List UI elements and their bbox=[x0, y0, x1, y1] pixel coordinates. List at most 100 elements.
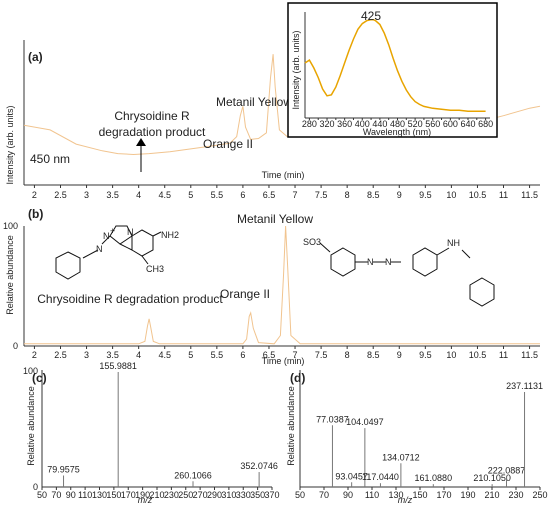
panel-a-xtick-label: 2.5 bbox=[54, 190, 67, 200]
panel-b-x-ticks: 2 2.5 3 3.5 4 4.5 5 5.5 6 6.5 7 7.5 8 8.5 9 9.5 10 10.5 11… bbox=[32, 346, 538, 360]
panel-d: (d) Relative abundance 50 70 90 110 130 150 17… bbox=[286, 370, 548, 505]
panel-d-xtick-label: 70 bbox=[319, 490, 329, 500]
panel-b-xtick-label: 7.5 bbox=[315, 350, 328, 360]
panel-c-xtick-label: 210 bbox=[149, 490, 164, 500]
annotation-450nm: 450 nm bbox=[30, 152, 70, 166]
panel-c-ytick-0: 0 bbox=[33, 482, 38, 492]
panel-c-xtick-label: 150 bbox=[106, 490, 121, 500]
panel-c-xtick-label: 350 bbox=[250, 490, 265, 500]
panel-a-xtick-label: 10.5 bbox=[469, 190, 487, 200]
panel-c-ylabel: Relative abundance bbox=[26, 386, 36, 466]
panel-d-xtick-label: 110 bbox=[365, 490, 379, 500]
panel-d-peak-label: 77.0387 bbox=[316, 414, 349, 424]
panel-a-xtick-label: 7 bbox=[293, 190, 298, 200]
panel-b-xtick-label: 4.5 bbox=[158, 350, 171, 360]
panel-a-xtick-label: 5 bbox=[188, 190, 193, 200]
panel-d-peak-label: 237.1131 bbox=[506, 381, 543, 391]
panel-c-xtick-label: 50 bbox=[37, 490, 47, 500]
panel-c-xtick-label: 250 bbox=[178, 490, 193, 500]
panel-a-xtick-label: 10 bbox=[446, 190, 456, 200]
panel-b-xtick-label: 4 bbox=[136, 350, 141, 360]
panel-a-xtick-label: 3 bbox=[84, 190, 89, 200]
panel-c-x-ticks: 50 70 90 110 130 150 170 190 210 230 250 270 290 310 3… bbox=[37, 487, 280, 500]
n-phenyl-bond bbox=[82, 249, 99, 259]
panel-d-peak-label: 93.0457 bbox=[335, 471, 368, 481]
panel-b-ytick-0: 0 bbox=[13, 341, 18, 351]
panel-a-xtick-label: 2 bbox=[32, 190, 37, 200]
panel-c-xtick-label: 310 bbox=[221, 490, 236, 500]
panel-c-ytick-100: 100 bbox=[23, 366, 38, 376]
panel-b-xtick-label: 9.5 bbox=[419, 350, 432, 360]
panel-d-x-ticks: 50 70 90 110 130 150 170 190 210 230 250 bbox=[295, 487, 548, 500]
panel-b-ytick-100: 100 bbox=[3, 221, 18, 231]
imidazole-ring bbox=[109, 225, 133, 245]
panel-d-xtick-label: 50 bbox=[295, 490, 305, 500]
azo-n2-label: N bbox=[385, 257, 392, 267]
panel-b: (b) Relative abundance 0 100 2 2.5 3 3.5 4 4.… bbox=[3, 207, 540, 366]
panel-a-xtick-label: 6.5 bbox=[263, 190, 276, 200]
panel-b-chromatogram-line bbox=[24, 225, 540, 345]
panel-c-peak-label: 352.0746 bbox=[240, 461, 278, 471]
panel-a-x-ticks: 2 2.5 3 3.5 4 4.5 5 5.5 6 6.5 7 7.5 8 8.5 9 9.5 10 10.5 11… bbox=[32, 185, 538, 200]
panel-c-xlabel: m/z bbox=[138, 495, 153, 505]
panel-c-xtick-label: 70 bbox=[51, 490, 61, 500]
panel-b-xtick-label: 10 bbox=[446, 350, 456, 360]
panel-d-xtick-label: 90 bbox=[343, 490, 353, 500]
panel-a-xtick-label: 6 bbox=[240, 190, 245, 200]
panel-c-peak-label: 79.9575 bbox=[47, 465, 80, 475]
panel-a-xlabel: Time (min) bbox=[262, 170, 305, 180]
panel-c-xtick-label: 230 bbox=[164, 490, 179, 500]
panel-a-xtick-label: 9.5 bbox=[419, 190, 432, 200]
sulfonate-label: SO3 bbox=[303, 237, 321, 247]
inset-xtick-label: 320 bbox=[320, 119, 335, 129]
panel-b-xtick-label: 3.5 bbox=[106, 350, 119, 360]
panel-d-xtick-label: 130 bbox=[388, 490, 403, 500]
inset-xtick-label: 360 bbox=[337, 119, 352, 129]
inset-frame bbox=[287, 2, 498, 138]
panel-a-xtick-label: 4 bbox=[136, 190, 141, 200]
azo-n-label: N bbox=[96, 244, 103, 254]
nh-phenyl-bond bbox=[461, 249, 471, 259]
imidazolium-n-label: N bbox=[103, 231, 110, 241]
panel-d-label: (d) bbox=[290, 371, 305, 385]
panel-a-xtick-label: 11.5 bbox=[521, 190, 538, 200]
panel-d-xtick-label: 170 bbox=[436, 490, 451, 500]
panel-b-xtick-label: 8 bbox=[345, 350, 350, 360]
panel-b-xtick-label: 11.5 bbox=[521, 350, 538, 360]
panel-c-xtick-label: 90 bbox=[66, 490, 76, 500]
inset-xtick-label: 680 bbox=[478, 119, 493, 129]
panel-c-xtick-label: 170 bbox=[121, 490, 136, 500]
panel-a-ylabel: Intensity (arb. units) bbox=[5, 105, 15, 184]
inset-xtick-label: 600 bbox=[443, 119, 458, 129]
panel-d-xlabel: m/z bbox=[398, 495, 413, 505]
annotation-orange-ii: Orange II bbox=[203, 137, 253, 151]
panel-d-peak-label: 104.0497 bbox=[346, 417, 384, 427]
inset-xtick-label: 560 bbox=[425, 119, 440, 129]
annotation-metanil-yellow: Metanil Yellow bbox=[216, 95, 292, 109]
panel-b-xlabel: Time (min) bbox=[262, 356, 305, 366]
panel-a-xtick-label: 4.5 bbox=[158, 190, 171, 200]
panel-d-xtick-label: 150 bbox=[412, 490, 427, 500]
terminal-phenyl-ring bbox=[469, 277, 495, 307]
panel-b-label: (b) bbox=[28, 207, 43, 221]
panel-d-ylabel: Relative abundance bbox=[286, 386, 296, 466]
phenyl-ring bbox=[55, 251, 81, 280]
inset-xtick-label: 480 bbox=[390, 119, 405, 129]
methyl-label: CH3 bbox=[146, 264, 164, 274]
panel-a-label: (a) bbox=[28, 50, 43, 64]
panel-b-xtick-label: 5 bbox=[188, 350, 193, 360]
chrysoidine-structure: NH2 CH3 N N N + bbox=[55, 225, 179, 280]
nh-bond bbox=[436, 247, 450, 256]
panel-b-xtick-label: 8.5 bbox=[367, 350, 380, 360]
aminophenyl-ring bbox=[412, 247, 438, 277]
panel-b-xtick-label: 3 bbox=[84, 350, 89, 360]
ring-fusion-bond bbox=[119, 243, 133, 251]
panel-b-xtick-label: 2.5 bbox=[54, 350, 67, 360]
panel-c-xtick-label: 130 bbox=[92, 490, 107, 500]
panel-b-xtick-label: 10.5 bbox=[469, 350, 487, 360]
n-n-bond bbox=[101, 235, 111, 245]
nh-label: NH bbox=[447, 238, 460, 248]
annotation-b-chrysoidine: Chrysoidine R degradation product bbox=[37, 292, 223, 306]
panel-d-peak-label: 134.0712 bbox=[382, 452, 420, 462]
